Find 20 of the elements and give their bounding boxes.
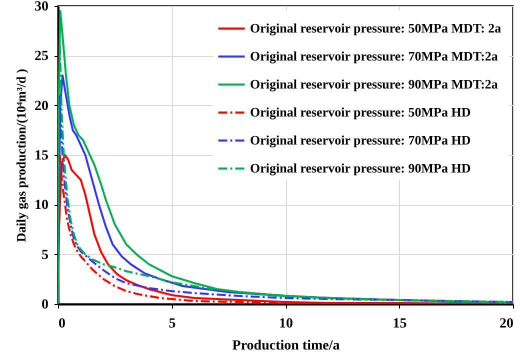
y-tick-label: 30 bbox=[34, 0, 48, 14]
y-tick-label: 5 bbox=[42, 248, 48, 263]
y-tick-label: 25 bbox=[34, 49, 48, 64]
x-tick-label: 10 bbox=[279, 316, 293, 332]
y-tick-label: 20 bbox=[34, 98, 48, 114]
legend-label: Original reservoir pressure: 90MPa HD bbox=[250, 160, 471, 176]
x-tick-label: 20 bbox=[500, 316, 514, 332]
x-axis-title: Production time/a bbox=[232, 338, 340, 354]
y-axis-title: Daily gas production/(10⁴m³/d ) bbox=[14, 68, 28, 242]
legend-label: Original reservoir pressure: 70MPa HD bbox=[250, 132, 471, 148]
legend-label: Original reservoir pressure: 50MPa HD bbox=[250, 104, 471, 120]
x-tick-label: 15 bbox=[392, 316, 407, 332]
y-tick-label: 15 bbox=[34, 148, 48, 164]
y-tick-label: 0 bbox=[42, 298, 48, 312]
y-tick-label: 10 bbox=[34, 198, 48, 214]
x-tick-label: 5 bbox=[168, 316, 176, 332]
x-tick-label: 0 bbox=[58, 316, 66, 332]
legend-label: Original reservoir pressure: 70MPa MDT:2a bbox=[250, 48, 498, 64]
legend-label: Original reservoir pressure: 50MPa MDT: 2a bbox=[250, 20, 502, 36]
legend-label: Original reservoir pressure: 90MPa MDT:2a bbox=[250, 76, 498, 92]
